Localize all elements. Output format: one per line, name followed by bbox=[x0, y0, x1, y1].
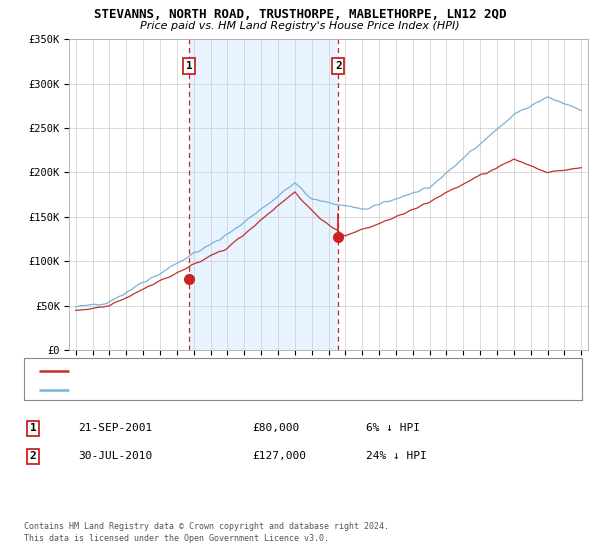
Text: 1: 1 bbox=[185, 61, 193, 71]
Text: 2: 2 bbox=[335, 61, 341, 71]
Text: STEVANNS, NORTH ROAD, TRUSTHORPE, MABLETHORPE, LN12 2QD (detached house): STEVANNS, NORTH ROAD, TRUSTHORPE, MABLET… bbox=[75, 366, 498, 376]
Text: Price paid vs. HM Land Registry's House Price Index (HPI): Price paid vs. HM Land Registry's House … bbox=[140, 21, 460, 31]
Text: 30-JUL-2010: 30-JUL-2010 bbox=[78, 451, 152, 461]
Text: £80,000: £80,000 bbox=[252, 423, 299, 433]
Text: 21-SEP-2001: 21-SEP-2001 bbox=[78, 423, 152, 433]
Text: 24% ↓ HPI: 24% ↓ HPI bbox=[366, 451, 427, 461]
Text: STEVANNS, NORTH ROAD, TRUSTHORPE, MABLETHORPE, LN12 2QD: STEVANNS, NORTH ROAD, TRUSTHORPE, MABLET… bbox=[94, 8, 506, 21]
Text: 2: 2 bbox=[29, 451, 37, 461]
Bar bbox=[189, 39, 338, 350]
Text: 6% ↓ HPI: 6% ↓ HPI bbox=[366, 423, 420, 433]
Text: £127,000: £127,000 bbox=[252, 451, 306, 461]
Text: Contains HM Land Registry data © Crown copyright and database right 2024.: Contains HM Land Registry data © Crown c… bbox=[24, 522, 389, 531]
Text: HPI: Average price, detached house, East Lindsey: HPI: Average price, detached house, East… bbox=[75, 385, 357, 395]
Text: This data is licensed under the Open Government Licence v3.0.: This data is licensed under the Open Gov… bbox=[24, 534, 329, 543]
Text: 1: 1 bbox=[29, 423, 37, 433]
